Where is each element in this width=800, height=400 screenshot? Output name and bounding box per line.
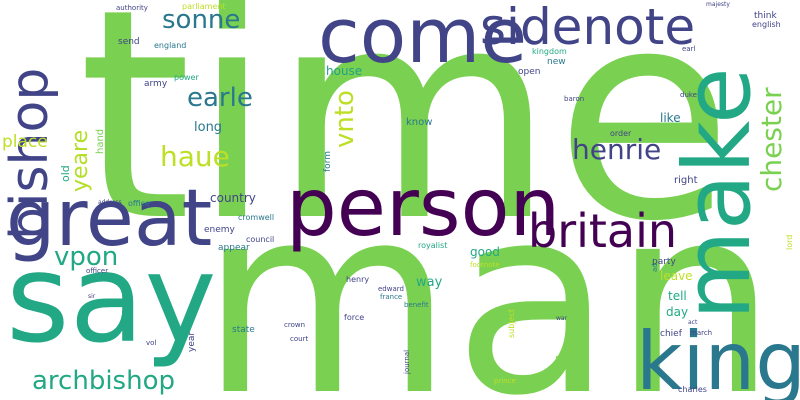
word-parliament: parliament — [182, 2, 226, 11]
word-think: think — [754, 11, 777, 21]
word-vol: vol — [146, 339, 157, 347]
word-march: march — [690, 329, 713, 337]
word-war: war — [556, 315, 568, 322]
word-army: army — [144, 79, 168, 89]
word-order: order — [610, 129, 632, 138]
word-majesty: majesty — [706, 1, 730, 8]
word-royalist: royalist — [418, 241, 448, 250]
word-vnto: vnto — [330, 90, 360, 148]
word-lord: lord — [785, 234, 794, 250]
word-chester: chester — [755, 87, 788, 192]
word-england: england — [154, 41, 187, 50]
word-good: good — [470, 245, 500, 259]
word-britain: britain — [528, 204, 678, 258]
word-enemy: enemy — [204, 225, 235, 235]
word-like: like — [660, 111, 681, 125]
word-right: right — [674, 175, 698, 186]
word-form: form — [323, 151, 333, 172]
word-state: state — [232, 325, 255, 335]
word-open: open — [518, 67, 541, 77]
word-come: come — [318, 0, 528, 80]
word-appear: appear — [218, 243, 250, 253]
word-officer: officer — [86, 267, 109, 275]
word-new: new — [547, 57, 566, 67]
word-country: country — [210, 191, 256, 205]
word-benefit: benefit — [404, 301, 429, 309]
word-cromwell: cromwell — [238, 213, 275, 222]
word-ad: ad — [651, 263, 659, 272]
word-crown: crown — [284, 321, 306, 329]
word-haue: haue — [160, 140, 230, 173]
word-force: force — [344, 313, 365, 322]
word-address: address — [98, 199, 122, 206]
word-henry: henry — [346, 275, 370, 284]
word-journal: journal — [403, 349, 411, 374]
word-say: say — [6, 228, 217, 370]
word-way: way — [416, 275, 443, 290]
word-prince: prince — [494, 377, 516, 385]
word-chief: chief — [660, 329, 682, 339]
word-footnote: footnote — [470, 261, 500, 269]
word-archbishop: archbishop — [32, 366, 175, 396]
word-tell: tell — [668, 289, 687, 303]
word-office: office — [128, 199, 150, 208]
word-council: council — [246, 235, 275, 244]
word-authority: authority — [116, 4, 148, 12]
word-little: little — [555, 355, 585, 370]
word-yeare: yeare — [68, 129, 93, 192]
word-person: person — [286, 161, 561, 254]
word-earl: earl — [682, 45, 696, 53]
word-long: long — [194, 120, 223, 135]
word-duke: duke — [680, 91, 697, 99]
word-henrie: henrie — [572, 133, 662, 166]
word-great: great — [6, 174, 213, 264]
word-house: house — [326, 64, 363, 78]
word-subject: subject — [507, 309, 516, 338]
word-place: place — [2, 132, 48, 152]
word-english: english — [752, 20, 781, 29]
word-earle: earle — [187, 83, 253, 113]
word-sonne: sonne — [162, 5, 241, 35]
word-send: send — [118, 37, 140, 47]
word-bishop: bishop — [0, 67, 60, 240]
word-charles: charles — [678, 385, 707, 394]
word-time: time — [78, 0, 734, 285]
word-act: act — [688, 319, 698, 326]
word-power: power — [174, 73, 199, 82]
word-year: year — [187, 331, 197, 352]
word-baron: baron — [564, 95, 585, 103]
word-france: france — [380, 293, 403, 301]
word-edward: edward — [378, 285, 404, 293]
word-day: day — [666, 305, 689, 319]
word-kingdom: kingdom — [532, 47, 567, 56]
word-know: know — [406, 117, 433, 128]
word-man: man — [200, 151, 778, 400]
word-old: old — [59, 165, 72, 182]
word-court: court — [290, 335, 309, 343]
word-hand: hand — [95, 128, 106, 154]
word-vpon: vpon — [54, 242, 119, 272]
word-party: party — [652, 257, 676, 267]
word-leave: leave — [660, 269, 693, 283]
word-king: king — [636, 315, 800, 400]
word-sir: sir — [88, 293, 96, 300]
word-sidenote: sidenote — [480, 0, 696, 56]
